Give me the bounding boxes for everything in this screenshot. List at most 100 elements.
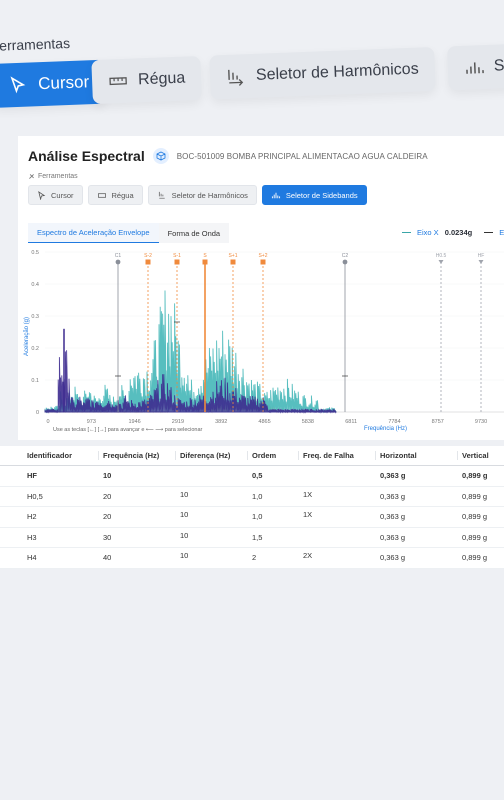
table-cell-order: 1,0 <box>252 491 263 501</box>
hero-harmonic-button[interactable]: Seletor de Harmônicos <box>209 46 436 100</box>
y-tick-label: 0.2 <box>31 346 39 352</box>
ruler-icon <box>109 77 127 86</box>
table-cell-id: HF <box>27 471 37 481</box>
x-tick-label: 6811 <box>345 419 357 425</box>
tools-label-row: Ferramentas <box>28 173 78 180</box>
marker-label: HF <box>478 253 485 259</box>
tab-waveform[interactable]: Forma de Onda <box>158 223 230 243</box>
hero-toolbar: Ferramentas Cursor Régua Seletor de Harm… <box>0 7 504 118</box>
y-tick-label: 0 <box>36 410 39 416</box>
marker-label: S-1 <box>173 253 181 259</box>
marker-label: S-2 <box>144 253 152 259</box>
x-tick-label: 973 <box>87 419 96 425</box>
table-cell-freq: 20 <box>103 491 112 501</box>
y-tick-label: 0.3 <box>31 314 39 320</box>
y-tick-label: 0.4 <box>31 282 39 288</box>
table-cell-v: 0,899 g <box>462 471 488 481</box>
table-cell-v: 0,899 g <box>462 532 488 542</box>
header-difference: Diferença (Hz) <box>175 451 247 460</box>
marker-handle <box>174 259 180 265</box>
header-frequency: Frequência (Hz) <box>98 451 175 460</box>
x-tick-label: 4865 <box>258 419 270 425</box>
table-cell-diff: 10 <box>180 530 189 540</box>
table-cell-fault: 1X <box>303 510 313 520</box>
axis-other-label: Ei <box>499 228 504 237</box>
title-row: Análise Espectral BOC-501009 BOMBA PRINC… <box>28 148 428 164</box>
table-cell-h: 0,363 g <box>380 532 406 542</box>
table-cell-fault: 1X <box>303 489 313 499</box>
toolbar: Cursor Régua Seletor de Harmônicos Selet… <box>28 185 367 205</box>
ruler-button[interactable]: Régua <box>87 185 143 205</box>
header-identifier: Identificador <box>27 451 73 460</box>
chart-tabs: Espectro de Aceleração Envelope Forma de… <box>28 223 230 243</box>
x-tick-label: 7784 <box>388 419 400 425</box>
axis-x-label: Eixo X <box>417 228 439 237</box>
sideband-selector-icon <box>271 192 280 198</box>
marker-label: S+1 <box>228 253 237 259</box>
table-cell-order: 2 <box>252 553 257 563</box>
hero-sideband-button[interactable]: S <box>447 42 504 91</box>
table-cell-order: 1,0 <box>252 512 263 522</box>
axis-x-swatch <box>402 232 411 233</box>
harmonic-selector-label: Seletor de Harmônicos <box>171 190 248 200</box>
table-row[interactable]: HF 10 0,5 0,363 g 0,899 g <box>0 466 504 487</box>
header-vertical: Vertical <box>457 451 504 460</box>
table-cell-freq: 10 <box>103 471 112 481</box>
marker-handle <box>342 259 348 265</box>
hero-ruler-button[interactable]: Régua <box>91 55 203 105</box>
table-cell-diff: 10 <box>180 510 189 520</box>
x-tick-label: 3892 <box>215 419 227 425</box>
hero-ruler-label: Régua <box>137 69 186 89</box>
table-cell-diff: 10 <box>180 551 189 561</box>
header-order: Ordem <box>247 451 298 460</box>
table-cell-id: H0,5 <box>27 491 43 501</box>
y-tick-label: 0.5 <box>31 250 39 256</box>
harmonic-selector-icon <box>228 69 244 86</box>
hero-cursor-label: Cursor <box>37 72 90 94</box>
table-cell-v: 0,899 g <box>462 553 488 563</box>
marker-handle <box>202 259 208 265</box>
marker-handle <box>145 259 151 265</box>
hero-cursor-button[interactable]: Cursor <box>0 59 107 108</box>
y-tick-label: 0.1 <box>31 378 39 384</box>
x-tick-label: 2919 <box>172 419 184 425</box>
marker-handle <box>115 259 121 265</box>
harmonic-selector-button[interactable]: Seletor de Harmônicos <box>147 185 257 205</box>
keyboard-hint: Use as teclas [←] [→] para avançar e ⟵ ⟶… <box>53 427 203 433</box>
marker-handle <box>260 259 266 265</box>
table-cell-h: 0,363 g <box>380 471 406 481</box>
marker-label: S <box>203 253 207 259</box>
table-cell-diff: 10 <box>180 489 189 499</box>
marker-label: C2 <box>342 253 349 259</box>
table-row[interactable]: H2 20 10 1,0 1X 0,363 g 0,899 g <box>0 507 504 528</box>
x-tick-label: 8757 <box>432 419 444 425</box>
axis-other-swatch <box>484 232 494 233</box>
table-cell-order: 0,5 <box>252 471 263 481</box>
sideband-selector-button[interactable]: Seletor de Sidebands <box>261 185 367 205</box>
table-header: Identificador Frequência (Hz) Diferença … <box>0 446 504 466</box>
x-tick-label: 5838 <box>302 419 314 425</box>
table-row[interactable]: H4 40 10 2 2X 0,363 g 0,899 g <box>0 548 504 569</box>
hero-tools-label: Ferramentas <box>0 34 71 54</box>
harmonics-table: Identificador Frequência (Hz) Diferença … <box>0 446 504 569</box>
table-cell-h: 0,363 g <box>380 553 406 563</box>
marker-handle <box>478 260 484 264</box>
table-row[interactable]: H3 30 10 1,5 0,363 g 0,899 g <box>0 528 504 548</box>
marker-label: S+2 <box>258 253 267 259</box>
header-horizontal: Horizontal <box>375 451 457 460</box>
table-cell-order: 1,5 <box>252 532 263 542</box>
table-row[interactable]: H0,5 20 10 1,0 1X 0,363 g 0,899 g <box>0 487 504 507</box>
spectral-analysis-panel: Análise Espectral BOC-501009 BOMBA PRINC… <box>18 136 504 440</box>
table-cell-v: 0,899 g <box>462 491 488 501</box>
harmonic-selector-icon <box>158 191 165 199</box>
table-cell-freq: 40 <box>103 553 112 563</box>
ruler-button-label: Régua <box>111 190 134 200</box>
cursor-button[interactable]: Cursor <box>28 185 83 205</box>
tools-label: Ferramentas <box>38 173 78 180</box>
marker-handle <box>438 260 444 264</box>
x-axis-label: Frequência (Hz) <box>364 426 408 432</box>
spectrum-chart[interactable]: 0 0.1 0.2 0.3 0.4 0.5 0 973 1946 2919 3892 4865 5838… <box>18 246 504 426</box>
tab-envelope-spectrum[interactable]: Espectro de Aceleração Envelope <box>28 223 159 243</box>
asset-name: BOC-501009 BOMBA PRINCIPAL ALIMENTACAO A… <box>176 151 428 161</box>
table-cell-id: H3 <box>27 532 37 542</box>
